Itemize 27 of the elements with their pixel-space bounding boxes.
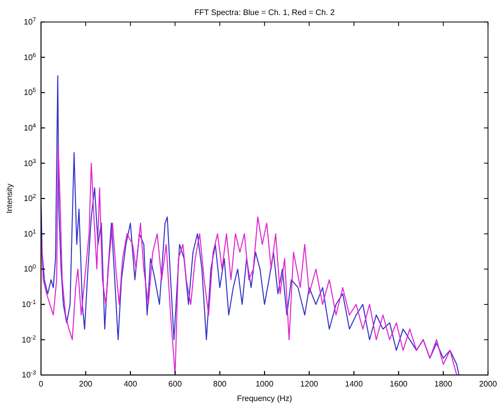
y-tick-label: 10$^{3}$ xyxy=(24,158,37,168)
y-tick-label: 10$^{7}$ xyxy=(24,16,37,27)
line-series xyxy=(40,146,458,376)
y-tick-label: 10$^{2}$ xyxy=(24,193,37,204)
y-tick-label: 10$^{6}$ xyxy=(24,52,37,62)
x-tick-label: 1200 xyxy=(300,380,319,389)
x-tick-label: 1800 xyxy=(434,380,453,389)
y-axis-title: Intensity xyxy=(5,184,14,214)
x-tick-label: 400 xyxy=(124,380,138,389)
x-tick-label: 1600 xyxy=(390,380,408,389)
x-axis-title: Frequency (Hz) xyxy=(236,394,292,403)
y-tick-label: 10$^{5}$ xyxy=(24,87,37,98)
y-tick-label: 10$^{-3}$ xyxy=(22,370,37,380)
y-tick-label: 10$^{4}$ xyxy=(24,122,37,132)
y-tick-label: 10$^{-2}$ xyxy=(22,334,37,344)
x-tick-label: 0 xyxy=(38,380,44,389)
y-tick-label: 10$^{1}$ xyxy=(24,228,37,238)
x-tick-label: 1000 xyxy=(256,380,274,389)
x-tick-label: 2000 xyxy=(479,380,498,389)
line-series xyxy=(40,75,460,376)
chart-title: FFT Spectra: Blue = Ch. 1, Red = Ch. 2 xyxy=(194,8,336,17)
y-tick-label: 10$^{0}$ xyxy=(24,264,37,274)
x-tick-label: 600 xyxy=(168,380,182,389)
x-tick-label: 800 xyxy=(213,380,228,389)
x-tick-label: 200 xyxy=(79,380,93,389)
y-tick-label: 10$^{-1}$ xyxy=(22,298,37,309)
x-tick-label: 1400 xyxy=(345,380,364,389)
